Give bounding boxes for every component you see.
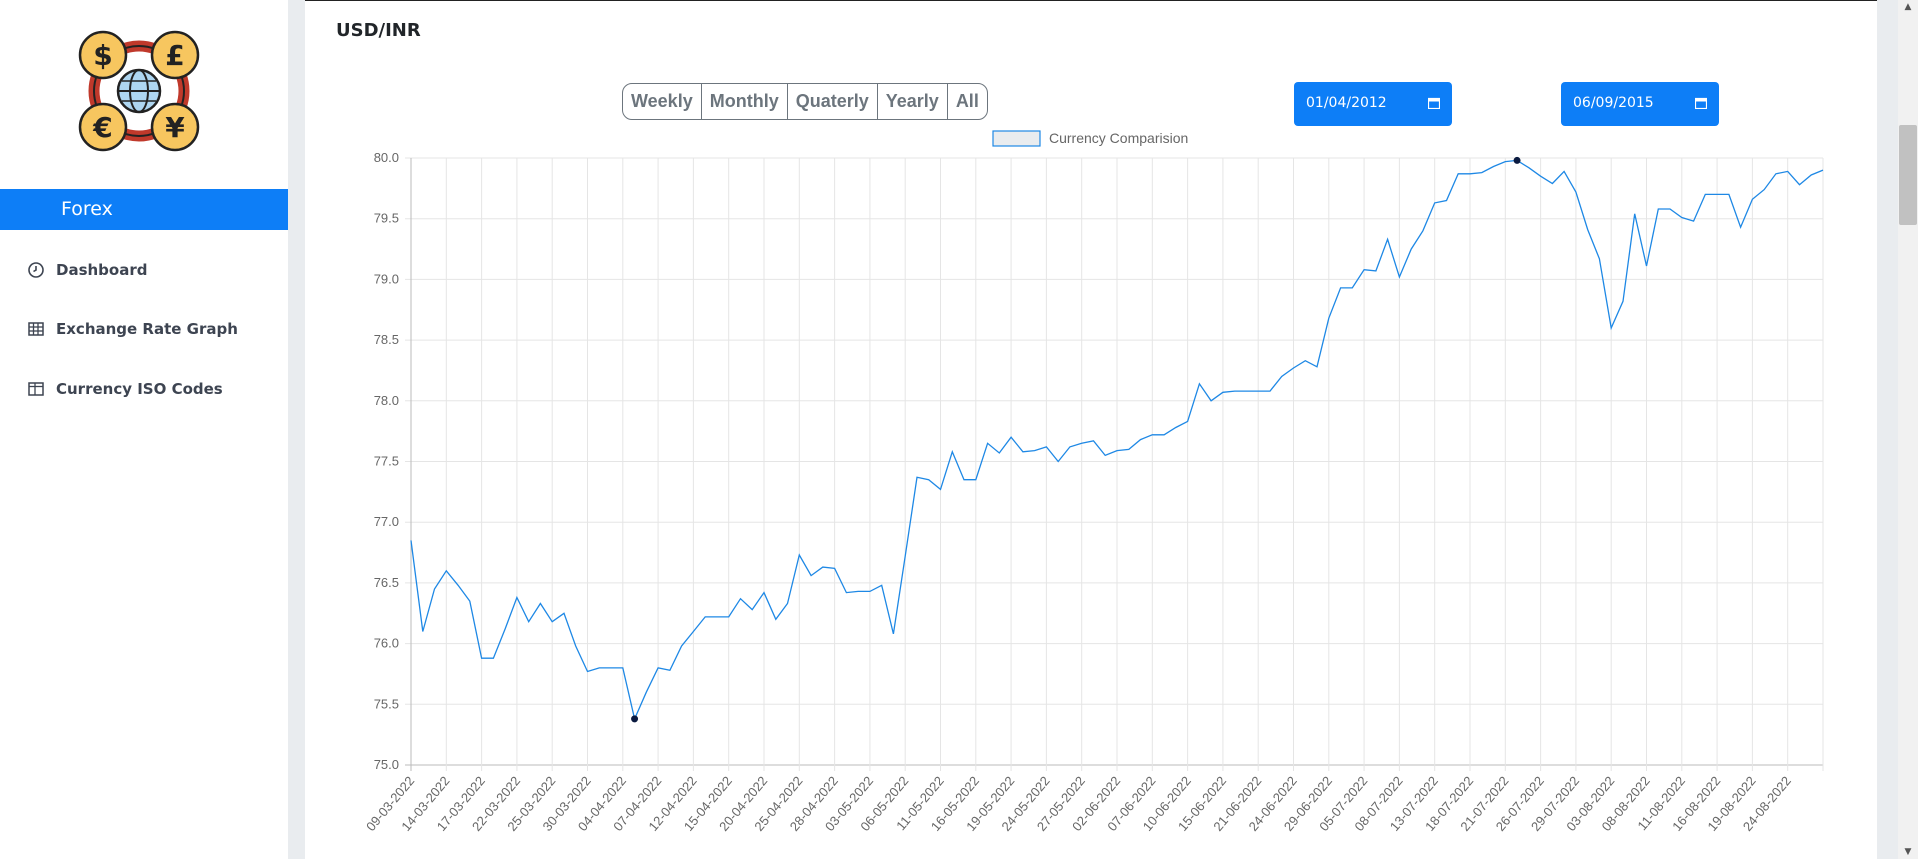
right-gutter bbox=[1877, 0, 1898, 859]
legend-swatch bbox=[992, 130, 1041, 147]
weekly-button[interactable]: Weekly bbox=[623, 84, 702, 119]
series-line bbox=[410, 159, 1824, 721]
y-tick-label: 77.5 bbox=[374, 454, 399, 469]
y-tick-label: 79.0 bbox=[374, 271, 399, 286]
max-point-marker bbox=[1513, 156, 1521, 164]
sidebar-item-label: Currency ISO Codes bbox=[56, 380, 223, 398]
sidebar-item-label: Exchange Rate Graph bbox=[56, 320, 238, 338]
y-tick-label: 78.0 bbox=[374, 393, 399, 408]
scroll-down-arrow-icon[interactable]: ▼ bbox=[1904, 847, 1912, 857]
sidebar-item-currency-iso-codes[interactable]: Currency ISO Codes bbox=[26, 377, 223, 401]
window-top-border bbox=[0, 0, 1918, 1]
brand-label: Forex bbox=[61, 198, 113, 220]
sidebar-item-dashboard[interactable]: Dashboard bbox=[26, 258, 147, 282]
end-date-value: 06/09/2015 bbox=[1573, 95, 1654, 111]
brand-bar[interactable]: Forex bbox=[0, 189, 288, 230]
calendar-icon[interactable] bbox=[1694, 97, 1708, 110]
forex-logo: $ £ € ¥ bbox=[77, 29, 201, 153]
y-tick-label: 75.0 bbox=[374, 757, 399, 772]
svg-text:$: $ bbox=[93, 39, 112, 72]
range-button-group: Weekly Monthly Quaterly Yearly All bbox=[622, 83, 988, 120]
clock-icon bbox=[26, 260, 46, 280]
sidebar-item-exchange-rate-graph[interactable]: Exchange Rate Graph bbox=[26, 317, 238, 341]
monthly-button[interactable]: Monthly bbox=[702, 84, 788, 119]
all-button[interactable]: All bbox=[955, 91, 979, 111]
y-tick-label: 80.0 bbox=[374, 150, 399, 165]
y-tick-label: 75.5 bbox=[374, 696, 399, 711]
svg-text:¥: ¥ bbox=[165, 111, 185, 144]
y-tick-label: 76.0 bbox=[374, 636, 399, 651]
y-tick-label: 78.5 bbox=[374, 332, 399, 347]
quarterly-button[interactable]: Quaterly bbox=[788, 84, 878, 119]
page-title: USD/INR bbox=[336, 20, 421, 41]
svg-text:€: € bbox=[92, 111, 112, 144]
y-tick-label: 77.0 bbox=[374, 514, 399, 529]
scroll-up-arrow-icon[interactable]: ▲ bbox=[1904, 2, 1912, 12]
scrollbar-thumb[interactable] bbox=[1899, 125, 1917, 225]
start-date-input[interactable]: 01/04/2012 bbox=[1294, 82, 1452, 126]
columns-icon bbox=[26, 379, 46, 399]
table-icon bbox=[26, 319, 46, 339]
sidebar: $ £ € ¥ Forex Dashboard Exchange Rate Gr… bbox=[0, 0, 288, 859]
svg-text:£: £ bbox=[165, 39, 184, 72]
y-tick-label: 76.5 bbox=[374, 575, 399, 590]
y-tick-label: 79.5 bbox=[374, 211, 399, 226]
min-point-marker bbox=[631, 715, 639, 723]
start-date-value: 01/04/2012 bbox=[1306, 95, 1387, 111]
yearly-button[interactable]: Yearly bbox=[878, 84, 948, 119]
legend-label: Currency Comparision bbox=[1049, 130, 1188, 146]
end-date-input[interactable]: 06/09/2015 bbox=[1561, 82, 1719, 126]
content-gutter bbox=[288, 0, 305, 859]
calendar-icon[interactable] bbox=[1427, 97, 1441, 110]
sidebar-item-label: Dashboard bbox=[56, 261, 148, 279]
